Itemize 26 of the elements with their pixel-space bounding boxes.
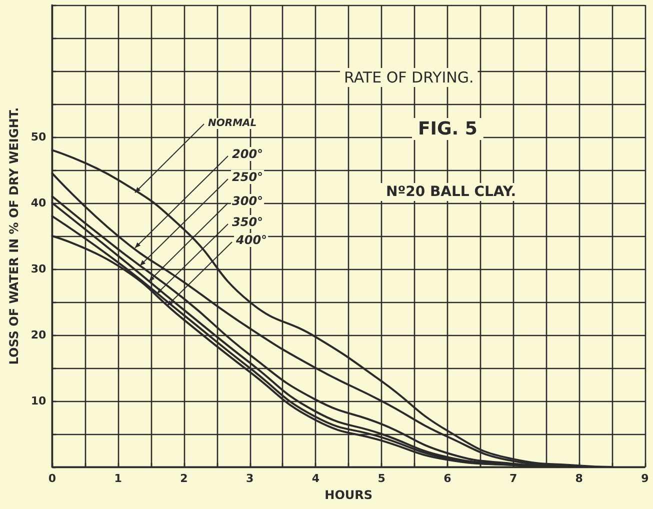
x-tick-label: 3: [246, 472, 254, 485]
text: NORMAL: [208, 118, 257, 129]
x-tick-label: 8: [575, 472, 583, 485]
x-axis-title: HOURS: [324, 488, 373, 502]
text: FIG. 5: [418, 118, 478, 140]
text: 300°: [232, 194, 264, 208]
text: 250°: [232, 170, 264, 184]
y-tick-label: 20: [30, 328, 47, 342]
text: 350°: [232, 215, 264, 229]
y-tick-label: 50: [30, 130, 47, 144]
x-tick-label: 5: [378, 472, 386, 485]
x-tick-label: 1: [114, 472, 122, 485]
text: RATE OF DRYING.: [344, 68, 474, 86]
x-tick-label: 7: [509, 472, 518, 485]
y-axis-title: LOSS OF WATER IN % OF DRY WEIGHT.: [7, 107, 21, 365]
x-tick-label: 0: [48, 472, 56, 485]
annotation: Nº20 BALL CLAY.: [386, 184, 516, 200]
text: 200°: [232, 147, 264, 161]
x-tick-label: 2: [180, 472, 188, 485]
y-tick-label: 30: [30, 262, 47, 276]
y-tick-label: 10: [30, 394, 47, 408]
text: 400°: [235, 233, 268, 247]
x-tick-label: 6: [444, 472, 452, 485]
x-tick-label: 9: [641, 472, 649, 485]
x-tick-label: 4: [312, 472, 320, 485]
y-tick-label: 40: [30, 196, 47, 210]
